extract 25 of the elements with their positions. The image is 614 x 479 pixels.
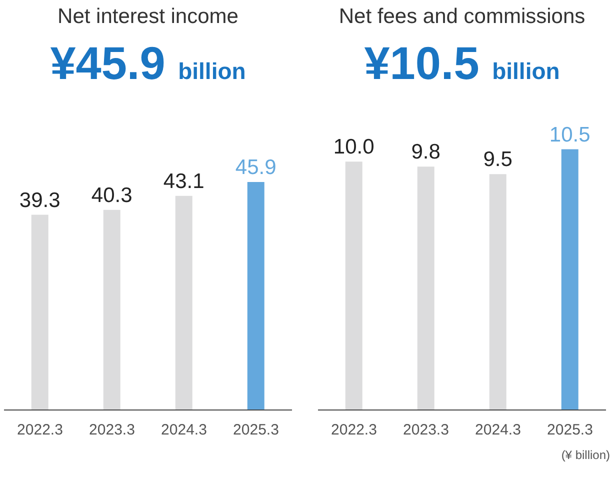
bar <box>103 210 120 410</box>
chart-title: Net fees and commissions <box>338 4 586 30</box>
data-label: 10.0 <box>333 136 374 159</box>
chart-title: Net interest income <box>56 4 240 30</box>
data-label: 10.5 <box>549 123 590 146</box>
x-tick-label: 2025.3 <box>547 422 593 439</box>
x-tick-label: 2025.3 <box>233 422 279 439</box>
data-label: 43.1 <box>163 170 204 193</box>
chart-subtitle: ¥45.9 billion <box>50 37 246 89</box>
x-tick-label: 2023.3 <box>403 422 449 439</box>
chart-subtitle: ¥10.5 billion <box>364 37 560 89</box>
bar <box>31 214 48 410</box>
bar <box>247 182 264 410</box>
x-tick-label: 2022.3 <box>331 422 377 439</box>
text: (¥ billion) <box>560 448 610 462</box>
x-tick-label: 2024.3 <box>475 422 521 439</box>
x-tick-label: 2022.3 <box>17 422 63 439</box>
bar <box>175 196 192 410</box>
data-label: 9.8 <box>411 140 440 164</box>
x-tick-label: 2023.3 <box>89 422 135 439</box>
data-label: 40.3 <box>91 184 132 207</box>
data-label: 39.3 <box>19 188 60 212</box>
data-label: 9.5 <box>483 148 512 172</box>
x-tick-label: 2024.3 <box>161 422 207 439</box>
data-label: 45.9 <box>235 156 276 180</box>
